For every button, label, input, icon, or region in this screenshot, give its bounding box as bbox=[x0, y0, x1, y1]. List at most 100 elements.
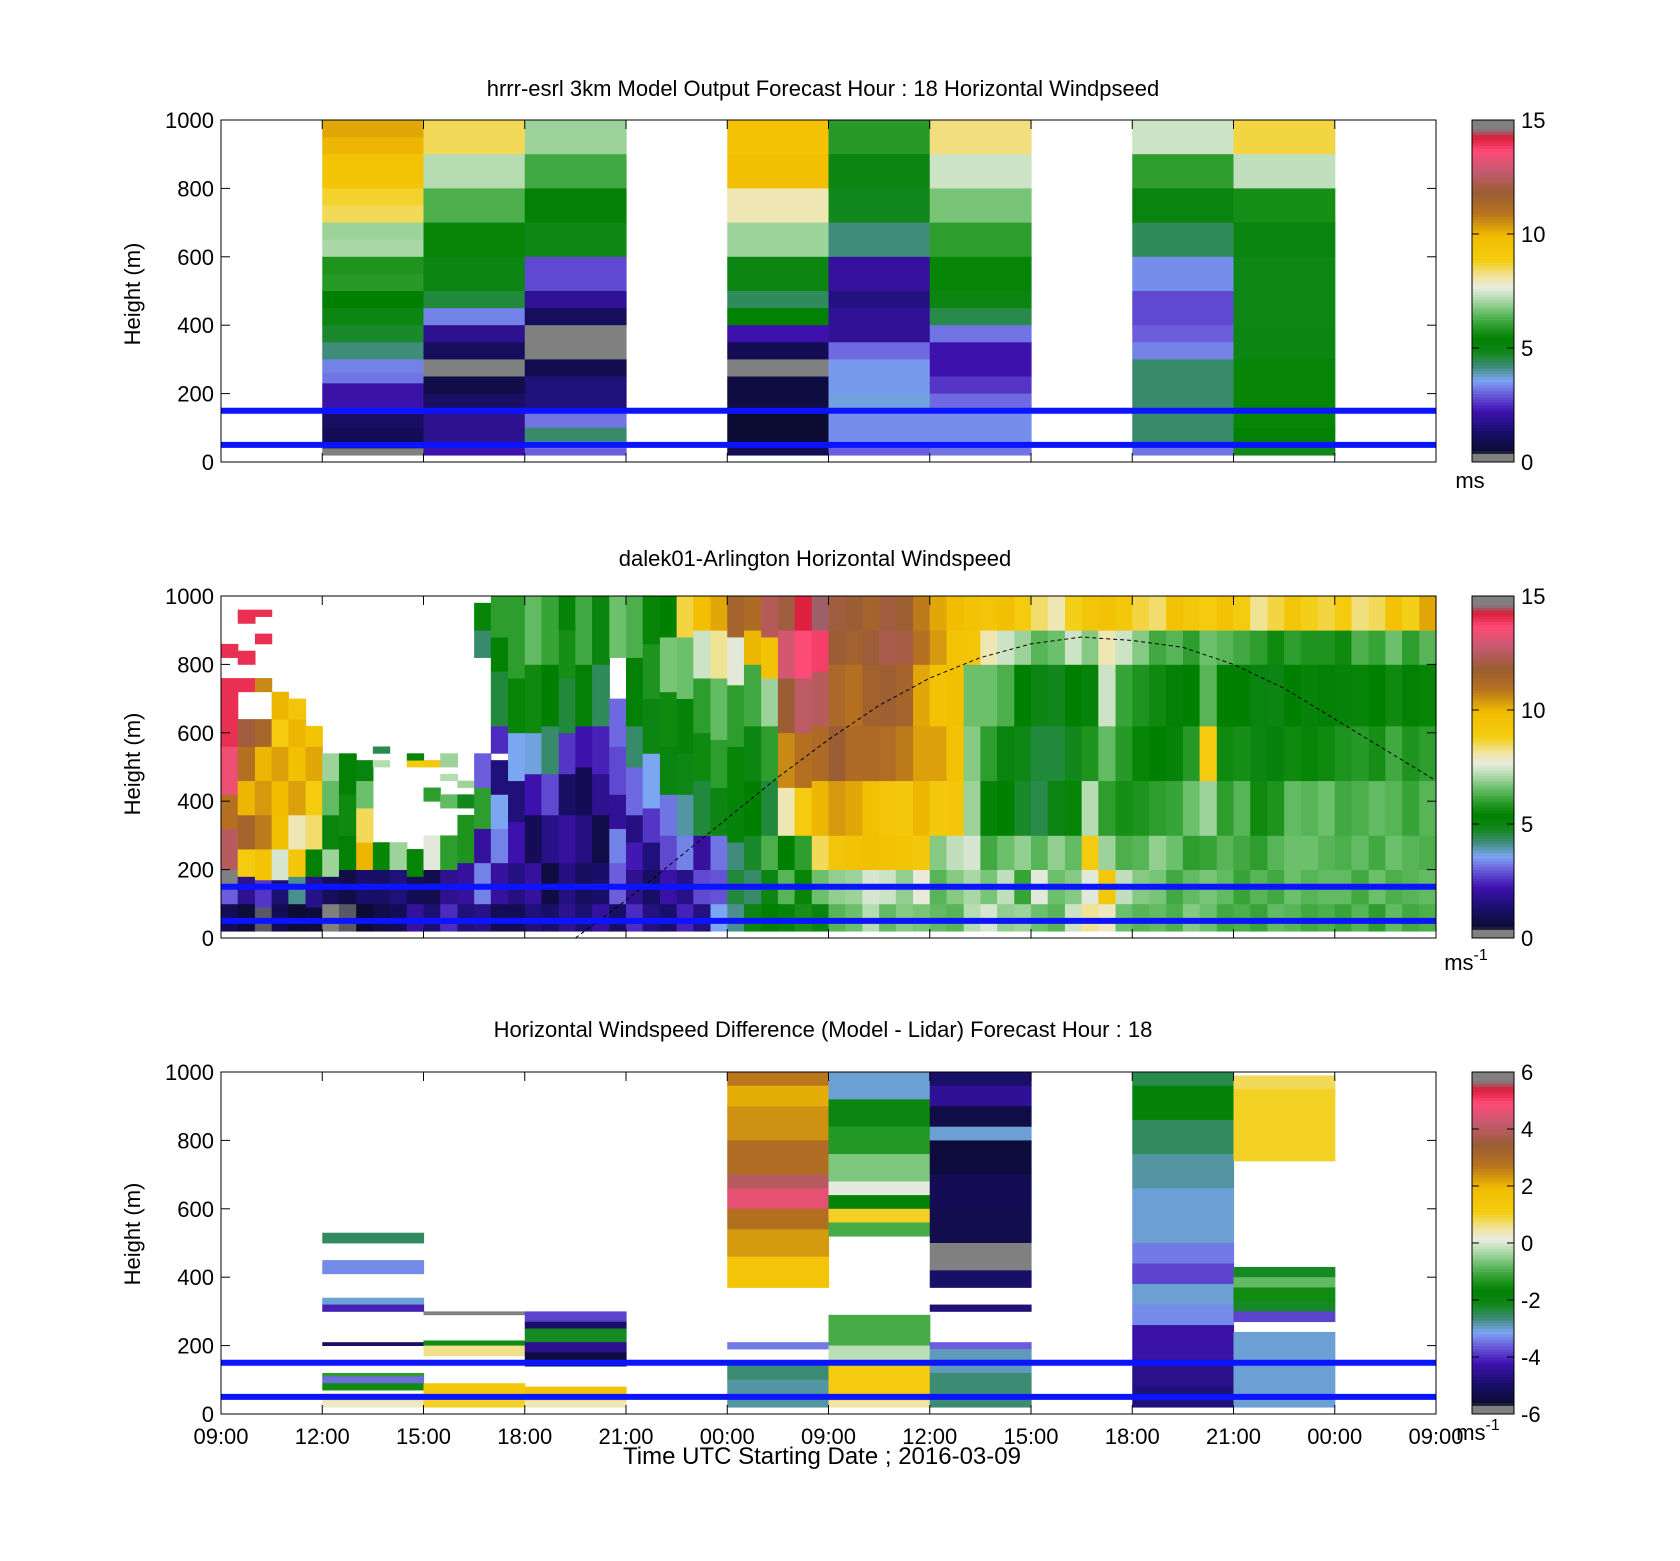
model-cell bbox=[322, 273, 425, 292]
lidar-colorbar-swatch bbox=[1472, 675, 1514, 680]
model-cell bbox=[423, 376, 526, 394]
lidar-cell bbox=[1199, 596, 1218, 631]
model-colorbar-swatch bbox=[1472, 125, 1514, 130]
difference-colorbar-swatch bbox=[1472, 1251, 1514, 1255]
lidar-cell bbox=[305, 876, 323, 908]
lidar-cell bbox=[541, 725, 560, 775]
lidar-cell bbox=[693, 630, 712, 679]
difference-cell bbox=[828, 1222, 931, 1237]
lidar-cell bbox=[221, 828, 239, 870]
lidar-cell bbox=[895, 630, 914, 665]
lidar-cell bbox=[828, 835, 846, 870]
lidar-colorbar-swatch bbox=[1472, 604, 1514, 608]
lidar-cell bbox=[592, 725, 610, 775]
model-cell bbox=[322, 414, 425, 429]
difference-colorbar-swatch bbox=[1472, 1228, 1514, 1233]
lidar-cell bbox=[811, 596, 830, 631]
model-colorbar-swatch bbox=[1472, 222, 1514, 226]
lidar-colorbar-swatch bbox=[1472, 712, 1514, 717]
model-cell bbox=[828, 393, 931, 412]
model-colorbar-swatch bbox=[1472, 148, 1514, 152]
lidar-cell bbox=[1267, 596, 1285, 631]
model-colorbar-swatch bbox=[1472, 228, 1514, 232]
model-colorbar-swatch bbox=[1472, 444, 1514, 449]
model-cell bbox=[929, 393, 1032, 412]
model-colorbar-swatch bbox=[1472, 350, 1514, 355]
model-colorbar-swatch bbox=[1472, 342, 1514, 346]
lidar-cell bbox=[811, 835, 830, 870]
difference-cell bbox=[322, 1383, 425, 1391]
y-tick-label: 0 bbox=[202, 450, 214, 475]
lidar-cell bbox=[1419, 725, 1437, 782]
lidar-cell bbox=[828, 596, 846, 631]
y-tick-label: 200 bbox=[177, 1334, 214, 1359]
lidar-cell bbox=[1031, 780, 1049, 836]
lidar-cell bbox=[727, 684, 745, 747]
y-tick-label: 400 bbox=[177, 313, 214, 338]
lidar-cell bbox=[575, 903, 593, 932]
lidar-cell bbox=[963, 630, 981, 665]
lidar-cell bbox=[1031, 664, 1049, 727]
difference-colorbar-swatch bbox=[1472, 1234, 1514, 1238]
x-tick-label: 15:00 bbox=[1003, 1424, 1058, 1449]
lidar-colorbar-swatch bbox=[1472, 846, 1514, 851]
lidar-cell bbox=[659, 835, 678, 870]
model-cell bbox=[929, 120, 1032, 155]
lidar-cell bbox=[541, 596, 560, 665]
difference-colorbar-swatch bbox=[1472, 1394, 1514, 1398]
model-colorbar-swatch bbox=[1472, 216, 1514, 221]
lidar-cell bbox=[1284, 725, 1302, 782]
lidar-colorbar-swatch bbox=[1472, 735, 1514, 739]
model-cell bbox=[322, 448, 425, 456]
model-colorbar-swatch bbox=[1472, 134, 1514, 138]
difference-cell bbox=[1132, 1243, 1235, 1264]
model-colorbar-swatch bbox=[1472, 419, 1514, 423]
model-cell bbox=[828, 256, 931, 292]
model-cell bbox=[727, 154, 830, 189]
lidar-cell bbox=[508, 678, 526, 734]
lidar-colorbar-swatch bbox=[1472, 701, 1514, 705]
lidar-cell bbox=[271, 719, 289, 747]
model-cell bbox=[322, 137, 425, 155]
difference-cell bbox=[727, 1362, 830, 1381]
lidar-cell bbox=[980, 780, 998, 836]
lidar-cell bbox=[1216, 835, 1235, 870]
difference-colorbar-swatch bbox=[1472, 1143, 1514, 1147]
lidar-cell bbox=[609, 903, 627, 932]
difference-colorbar-swatch bbox=[1472, 1376, 1514, 1381]
lidar-cell bbox=[474, 602, 492, 631]
difference-colorbar-swatch bbox=[1472, 1137, 1514, 1141]
model-colorbar-swatch bbox=[1472, 291, 1514, 295]
lidar-cell bbox=[862, 664, 880, 727]
difference-cell bbox=[1132, 1119, 1235, 1155]
lidar-cell bbox=[1402, 596, 1420, 631]
difference-colorbar-swatch bbox=[1472, 1274, 1514, 1278]
lidar-cell bbox=[322, 849, 340, 877]
difference-colorbar-swatch bbox=[1472, 1248, 1514, 1253]
model-colorbar-swatch bbox=[1472, 456, 1514, 460]
lidar-cell bbox=[592, 814, 610, 864]
lidar-cell bbox=[1419, 630, 1437, 665]
difference-cell bbox=[322, 1260, 425, 1275]
lidar-cell bbox=[794, 835, 813, 870]
lidar-heatmap-cells bbox=[221, 596, 1437, 932]
lidar-cell bbox=[1385, 903, 1403, 932]
lidar-cell bbox=[288, 876, 307, 905]
lidar-cell bbox=[288, 903, 307, 932]
lidar-cell bbox=[524, 814, 543, 864]
model-cell bbox=[1233, 444, 1336, 456]
lidar-cell bbox=[929, 630, 948, 665]
lidar-colorbar-swatch bbox=[1472, 935, 1514, 939]
difference-colorbar-swatch bbox=[1472, 1131, 1514, 1136]
lidar-cell bbox=[592, 862, 610, 905]
lidar-colorbar-swatch bbox=[1472, 918, 1514, 922]
lidar-cell bbox=[1132, 596, 1150, 631]
model-cell bbox=[1233, 325, 1336, 360]
difference-cell bbox=[423, 1311, 526, 1316]
lidar-cell bbox=[743, 664, 762, 727]
lidar-cell bbox=[642, 903, 661, 932]
lidar-cell bbox=[1368, 835, 1386, 870]
lidar-colorbar-frame bbox=[1471, 595, 1515, 939]
difference-colorbar-swatch bbox=[1472, 1337, 1514, 1341]
model-colorbar-swatch bbox=[1472, 365, 1514, 369]
